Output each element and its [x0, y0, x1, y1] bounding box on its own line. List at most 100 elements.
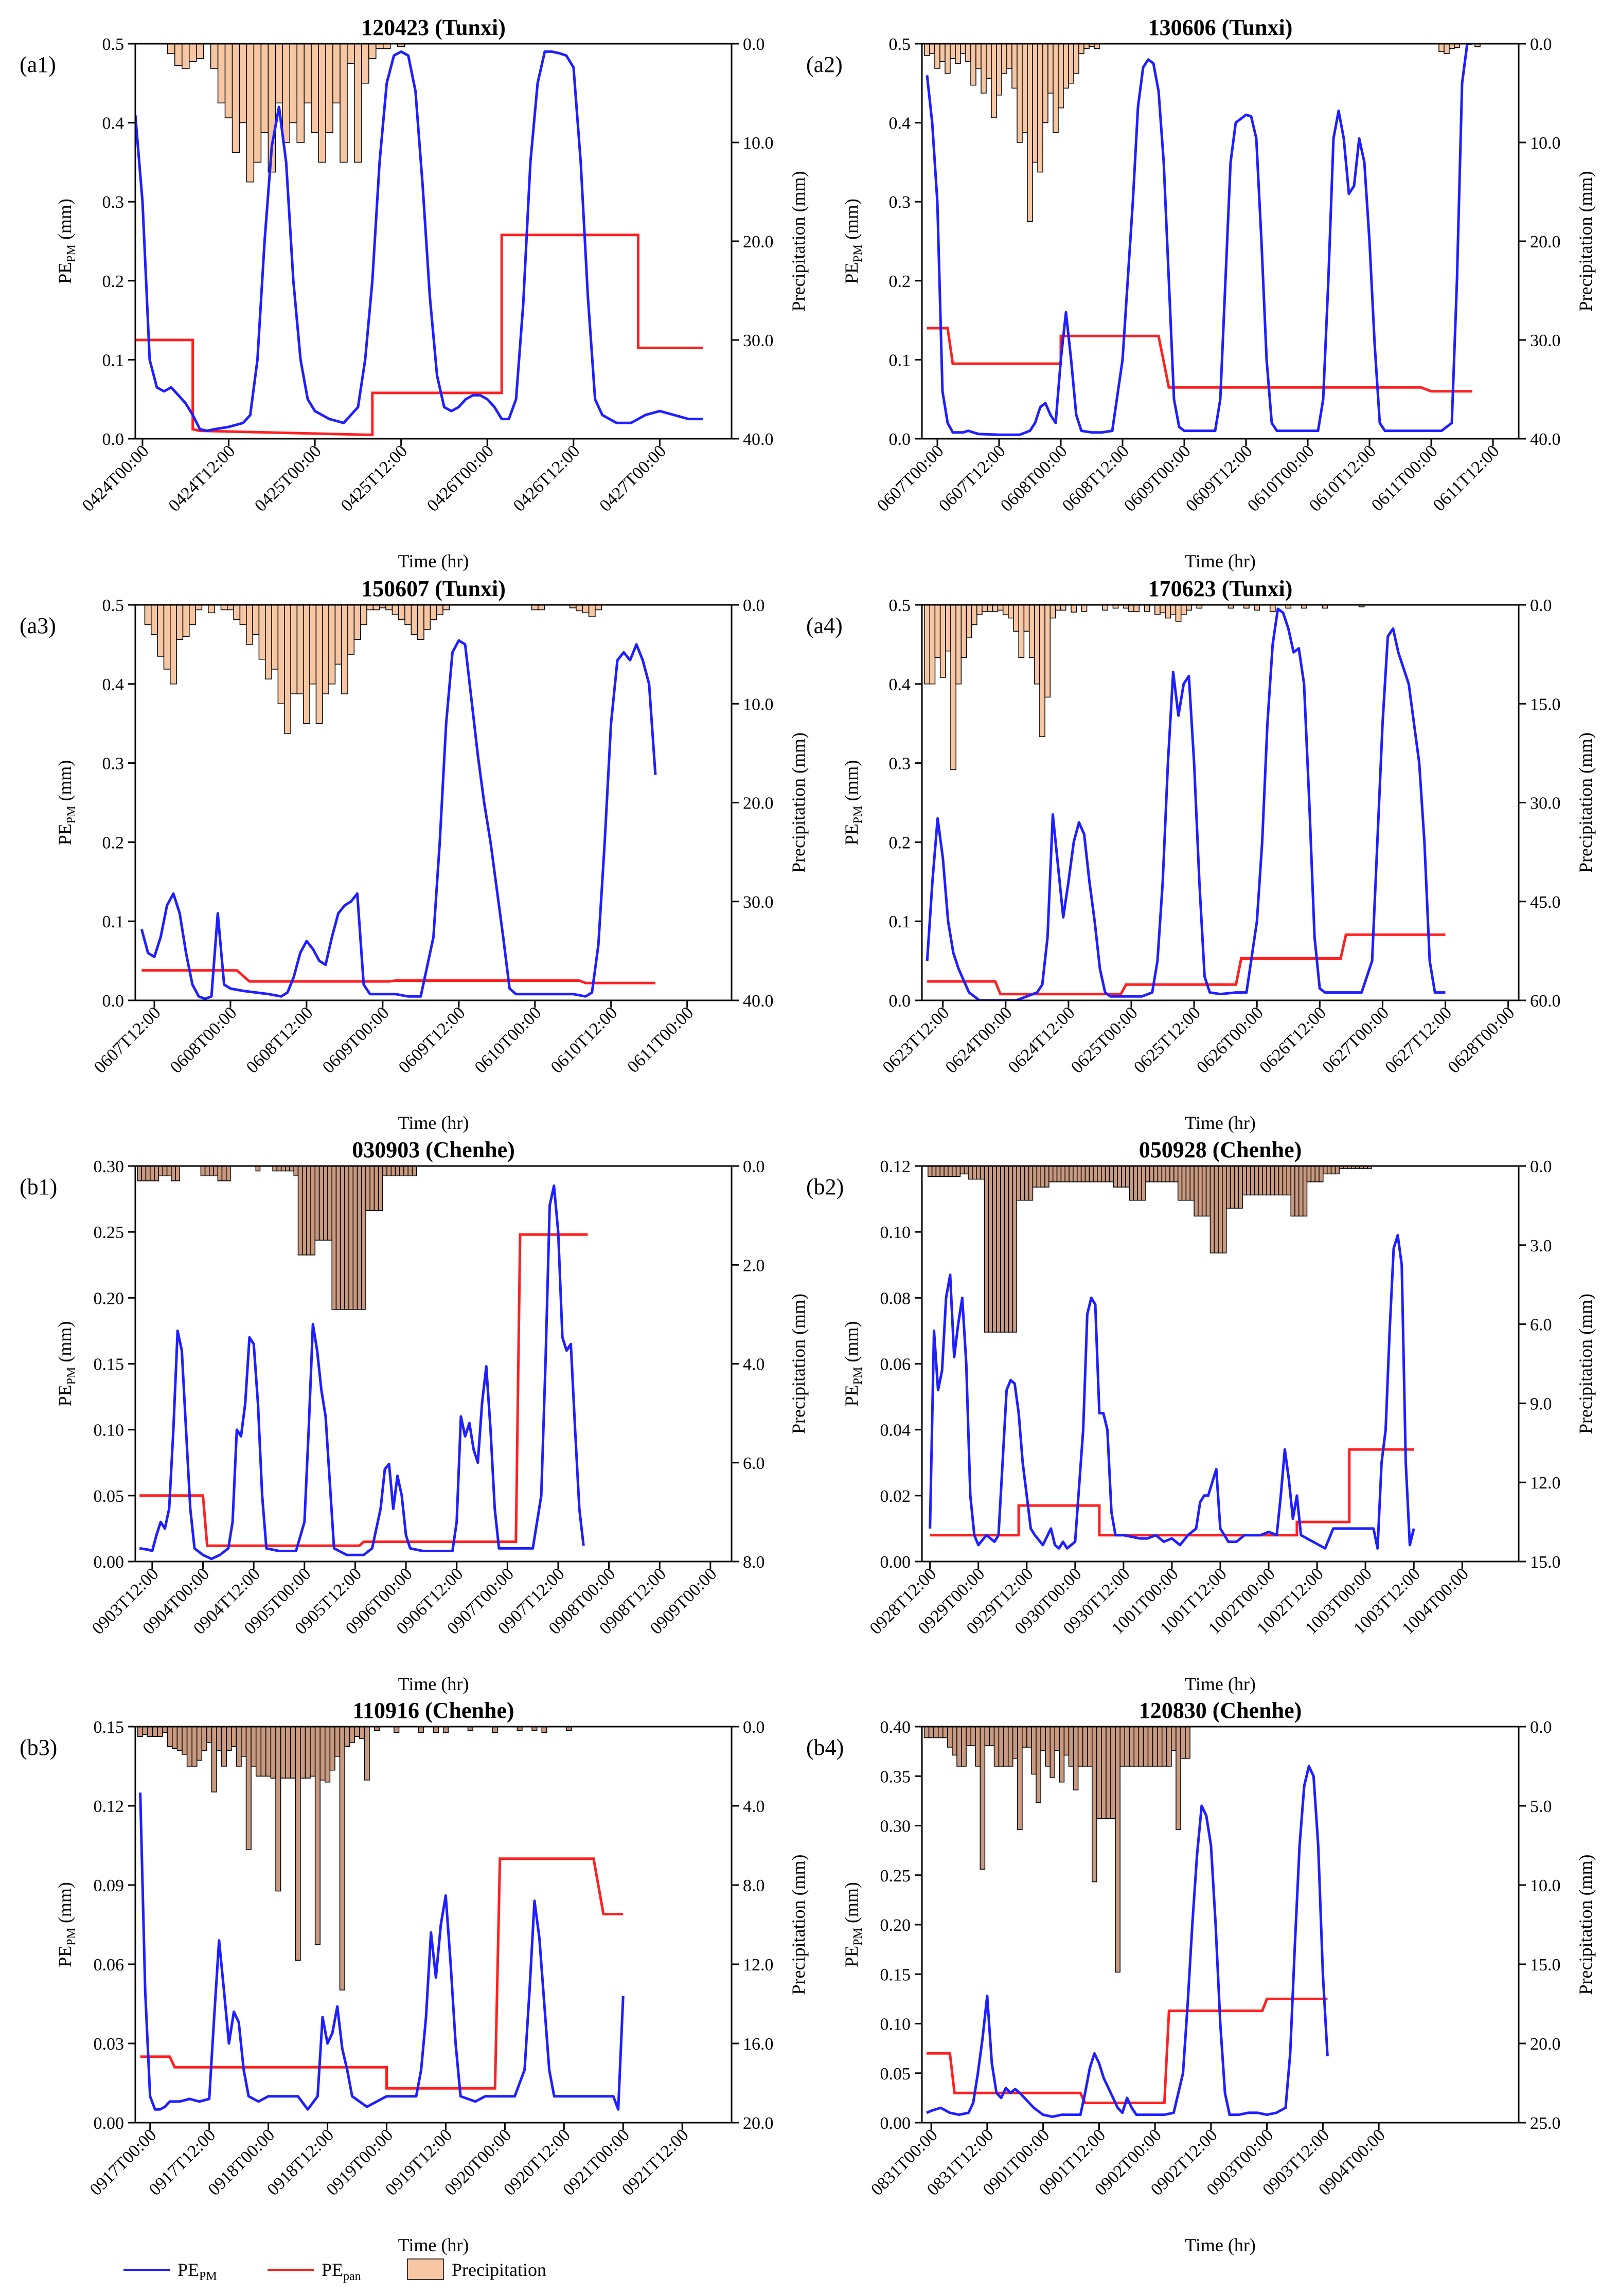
precip-bar	[1039, 605, 1045, 738]
precip-bar	[239, 44, 247, 123]
y-tick-label: 0.4	[102, 675, 124, 694]
precip-bar	[282, 44, 291, 143]
precip-bar	[296, 44, 305, 143]
precip-bar	[1023, 605, 1030, 632]
precip-bar	[280, 1727, 286, 1779]
precip-bar	[1145, 1166, 1150, 1182]
precip-bar	[937, 1727, 944, 1738]
precip-bar	[162, 1727, 168, 1733]
precip-bar	[225, 1166, 231, 1181]
precip-bar	[1124, 1727, 1130, 1767]
x-tick-label: 0424T00:00	[79, 441, 153, 515]
precip-axis-label: Precipitation (mm)	[788, 1294, 809, 1434]
precip-bar	[989, 1727, 995, 1746]
precip-bar	[325, 44, 333, 133]
y-tick-label: 0.4	[889, 114, 911, 133]
precip-bar	[987, 605, 993, 612]
precip-bar	[315, 605, 323, 724]
precip-bar	[174, 44, 183, 66]
precip-bar	[1073, 1166, 1078, 1182]
precip-bar	[296, 605, 304, 694]
y-tick-label: 0.10	[94, 1421, 124, 1440]
precip-bar	[1073, 44, 1079, 74]
precip-bar	[945, 605, 951, 652]
precip-bar	[1109, 1166, 1114, 1182]
precip-bar	[939, 605, 946, 678]
precip-bar	[1323, 1166, 1328, 1175]
precip-tick-label: 15.0	[1530, 695, 1561, 714]
panel-title: 150607 (Tunxi)	[361, 576, 506, 601]
precip-bar	[1031, 1727, 1037, 1775]
precip-bar	[344, 1166, 349, 1310]
precip-axis-label: Precipitation (mm)	[788, 171, 809, 312]
precip-bar	[290, 1727, 296, 1779]
precip-bar	[1196, 605, 1203, 609]
precip-bar	[939, 44, 946, 62]
pe-pm-line	[929, 1234, 1415, 1550]
precip-bar	[1022, 1727, 1027, 1748]
precip-bar	[971, 605, 977, 625]
plot-frame	[134, 1726, 733, 2124]
precip-bar	[189, 605, 196, 625]
precip-bar	[365, 1166, 370, 1211]
precip-bar	[1438, 44, 1445, 52]
precip-tick-label: 30.0	[1530, 794, 1561, 813]
precip-bar	[270, 1727, 276, 1779]
precip-bar	[1147, 1727, 1153, 1767]
pe-pan-line	[927, 933, 1446, 996]
precip-bar	[928, 1166, 933, 1177]
panel-label: (b1)	[20, 1174, 57, 1199]
precip-bar	[1032, 1166, 1038, 1188]
precip-bar	[1068, 1727, 1074, 1767]
precip-bar	[997, 605, 1004, 611]
precip-bar	[1053, 44, 1059, 133]
x-tick-label: 0608T12:00	[1059, 441, 1133, 515]
precip-bar	[334, 1727, 341, 1757]
precip-bar	[992, 605, 999, 612]
x-tick-label: 0623T12:00	[879, 1003, 953, 1077]
precip-bar	[1177, 1166, 1183, 1201]
x-tick-label: 0425T12:00	[337, 441, 412, 515]
y-tick-label: 0.4	[889, 675, 911, 694]
precip-bar	[1089, 1166, 1094, 1182]
x-tick-label: 0610T12:00	[1306, 441, 1380, 515]
precip-bar	[1138, 1727, 1144, 1767]
panel-b3: 0.00 0.03 0.06 0.09 0.12 0.15 0.0 4.0 8.0 12.0 16.…	[20, 1698, 809, 2255]
precip-tick-label: 12.0	[743, 1956, 774, 1975]
x-tick-label: 0624T00:00	[942, 1003, 1016, 1077]
precip-bar	[347, 44, 355, 64]
precip-bar	[1154, 605, 1161, 615]
precip-bar	[260, 44, 269, 133]
precip-bar	[588, 605, 596, 617]
y-axis-label-unit: (mm)	[841, 1882, 862, 1928]
precip-bar	[1254, 1166, 1259, 1196]
x-axis-label: Time (hr)	[1185, 1113, 1256, 1133]
precip-tick-label: 0.0	[743, 35, 765, 54]
precip-bar	[213, 1166, 219, 1176]
precip-bar	[1165, 1166, 1170, 1182]
precip-bar	[980, 1166, 985, 1180]
precip-bar	[1181, 1166, 1187, 1201]
precip-bar	[1096, 1727, 1102, 1819]
precip-bar	[217, 44, 226, 103]
x-tick-label: 0625T12:00	[1130, 1003, 1204, 1077]
precip-bar	[344, 1727, 350, 1747]
precip-bar	[175, 1166, 181, 1181]
precip-tick-label: 20.0	[743, 232, 774, 252]
precip-bar	[182, 1727, 188, 1755]
panel-label: (a2)	[806, 52, 843, 77]
precip-bar	[265, 1727, 272, 1777]
precip-bar	[1026, 1727, 1032, 1748]
precip-bar	[331, 1166, 337, 1310]
precip-tick-label: 45.0	[1530, 893, 1561, 912]
plot-frame	[134, 1165, 733, 1563]
precip-bars	[928, 1166, 1372, 1333]
precip-bar	[1133, 1727, 1140, 1767]
precip-bar	[1133, 1166, 1138, 1201]
precip-bar	[144, 605, 152, 625]
precip-bar	[395, 1166, 400, 1176]
precip-bar	[216, 1727, 222, 1751]
legend-pm-label: PEPM	[177, 2259, 217, 2283]
precip-tick-label: 4.0	[743, 1797, 765, 1816]
